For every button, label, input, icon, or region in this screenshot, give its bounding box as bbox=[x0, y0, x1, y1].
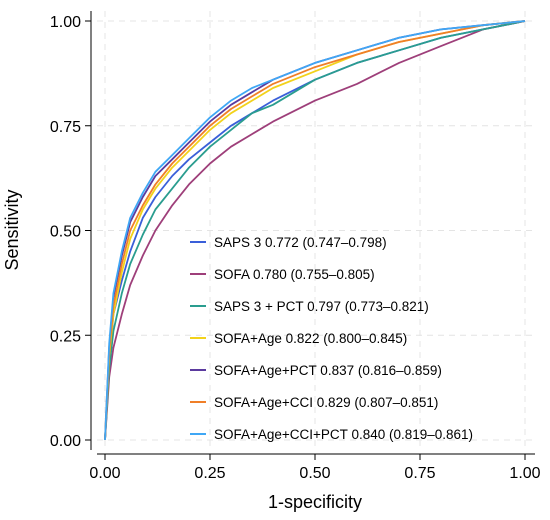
legend-label: SOFA+Age+CCI+PCT 0.840 (0.819–0.861) bbox=[214, 427, 473, 442]
y-tick-label: 0.75 bbox=[50, 119, 81, 136]
axes: 0.00 0.25 0.50 0.75 1.00 0.00 0.25 0.50 0.75 1.00 bbox=[50, 11, 541, 482]
legend-label: SOFA+Age 0.822 (0.800–0.845) bbox=[214, 331, 407, 346]
legend: SAPS 3 0.772 (0.747–0.798) SOFA 0.780 (0.… bbox=[190, 235, 473, 442]
y-axis-title: Sensitivity bbox=[2, 189, 22, 270]
y-tick-label: 0.50 bbox=[50, 224, 81, 241]
y-tick-label: 0.25 bbox=[50, 328, 81, 345]
x-tick-label: 0.75 bbox=[404, 465, 435, 482]
roc-curve-series-7 bbox=[104, 20, 526, 441]
x-tick-label: 1.00 bbox=[509, 465, 540, 482]
x-tick-label: 0.25 bbox=[194, 465, 225, 482]
legend-label: SOFA 0.780 (0.755–0.805) bbox=[214, 267, 375, 282]
roc-curve-series-2 bbox=[104, 20, 526, 441]
legend-label: SAPS 3 0.772 (0.747–0.798) bbox=[214, 235, 387, 250]
x-tick-label: 0.50 bbox=[299, 465, 330, 482]
y-tick-label: 1.00 bbox=[50, 14, 81, 31]
x-axis-title: 1-specificity bbox=[268, 492, 362, 512]
y-tick-label: 0.00 bbox=[50, 433, 81, 450]
x-tick-label: 0.00 bbox=[89, 465, 120, 482]
roc-curve-series-6 bbox=[104, 20, 526, 441]
roc-curve-series-3 bbox=[104, 20, 526, 441]
grid bbox=[50, 8, 542, 452]
series-lines bbox=[104, 20, 526, 441]
legend-label: SAPS 3 + PCT 0.797 (0.773–0.821) bbox=[214, 299, 429, 314]
legend-label: SOFA+Age+PCT 0.837 (0.816–0.859) bbox=[214, 363, 442, 378]
legend-label: SOFA+Age+CCI 0.829 (0.807–0.851) bbox=[214, 395, 438, 410]
